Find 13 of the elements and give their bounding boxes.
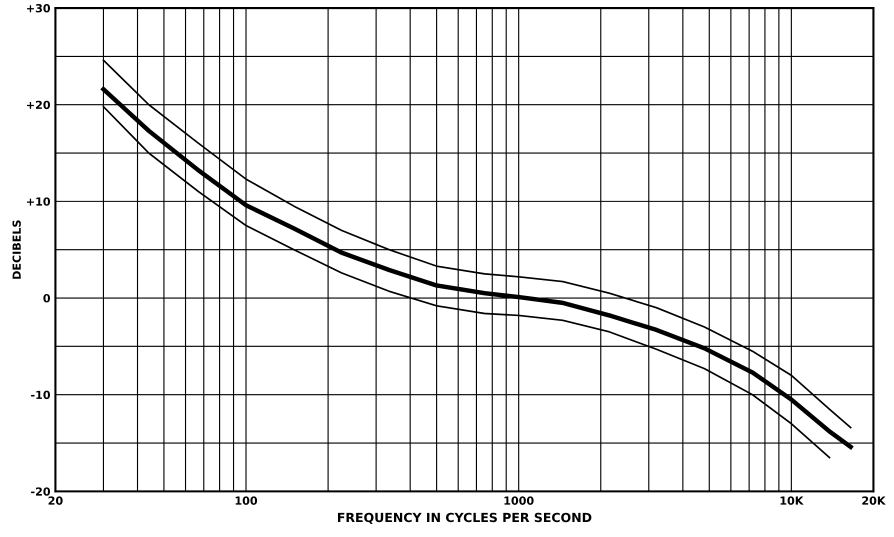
x-axis-title: FREQUENCY IN CYCLES PER SECOND [338,512,592,524]
x-tick-label: 1000 [504,496,534,505]
x-tick-label: 10K [780,496,804,505]
x-tick-label: 20K [862,496,886,505]
y-tick-label: +10 [26,197,50,206]
y-tick-label: -10 [31,390,50,400]
x-tick-label: 20 [48,496,63,505]
x-tick-label: 100 [236,496,258,505]
y-tick-label: 0 [43,294,50,302]
y-tick-label: +30 [26,4,50,12]
y-tick-label: +20 [26,100,50,110]
y-tick-label: -20 [31,487,50,496]
y-axis-title: DECIBELS [12,220,21,279]
